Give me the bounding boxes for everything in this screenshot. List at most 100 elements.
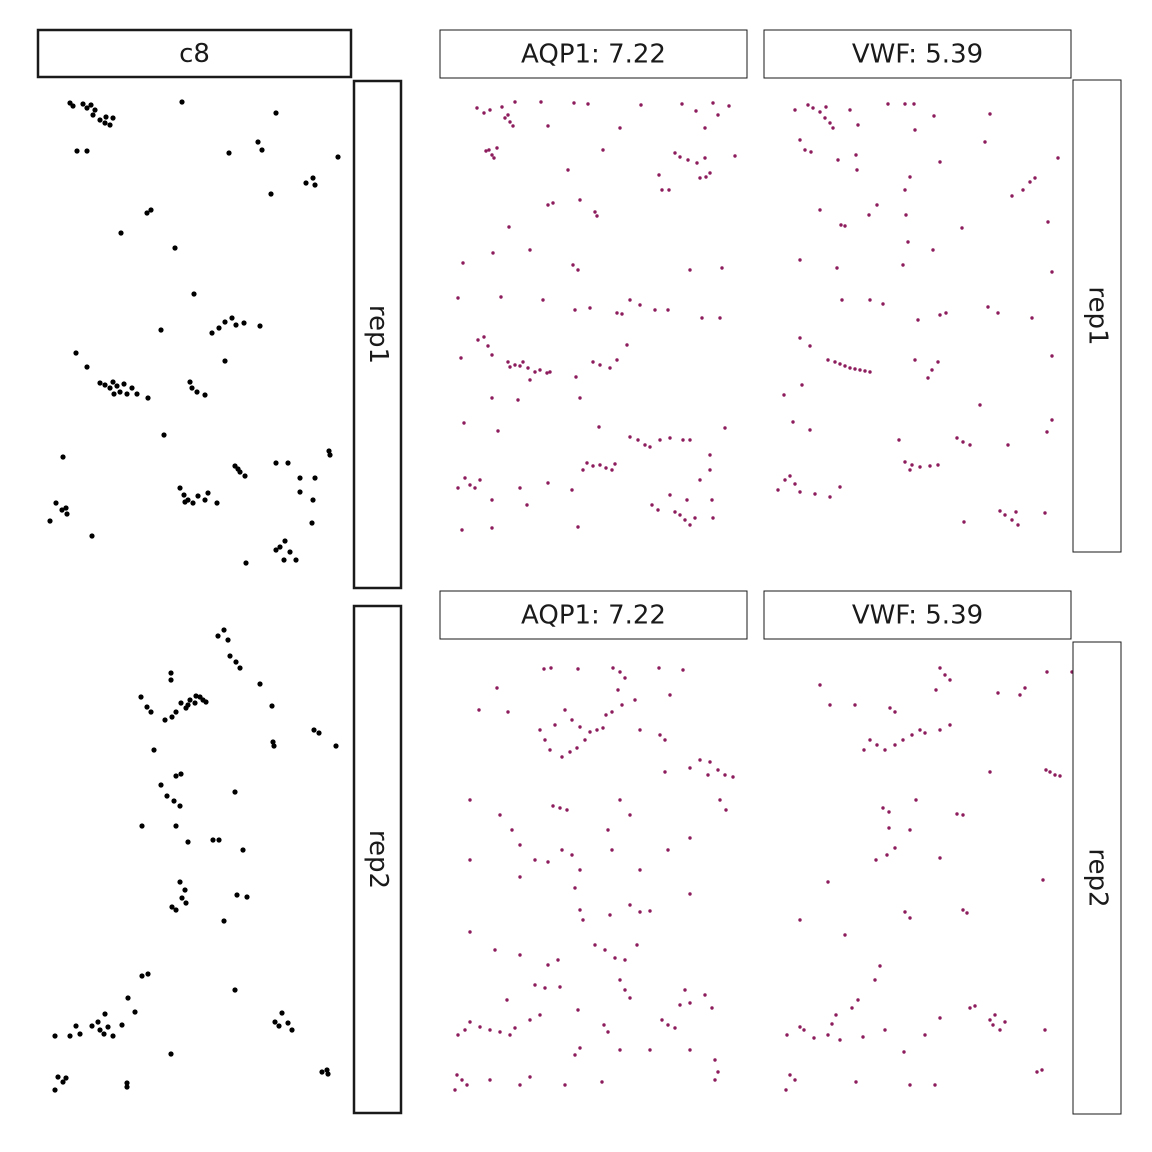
point (731, 775, 735, 779)
point (782, 393, 786, 397)
point (933, 1083, 937, 1087)
point (723, 773, 727, 777)
point (528, 378, 532, 382)
point (861, 1035, 865, 1039)
point (461, 261, 465, 265)
point (575, 746, 579, 750)
point (486, 344, 490, 348)
point (490, 526, 494, 530)
point (878, 964, 882, 968)
point (581, 468, 585, 472)
point (503, 116, 507, 120)
point (688, 268, 692, 272)
point (546, 124, 550, 128)
point (615, 358, 619, 362)
point (938, 313, 942, 317)
point (1044, 768, 1048, 772)
point (490, 498, 494, 502)
point (92, 107, 98, 113)
point (325, 1071, 331, 1077)
point (618, 126, 622, 130)
point (688, 438, 692, 442)
point (234, 892, 240, 898)
point (571, 263, 575, 267)
point (608, 366, 612, 370)
point (932, 114, 936, 118)
point (84, 148, 90, 154)
point (271, 743, 277, 749)
point (257, 681, 263, 687)
point (462, 421, 466, 425)
point (221, 918, 227, 924)
point (190, 500, 196, 506)
point (826, 1033, 830, 1037)
strip (763, 590, 1072, 640)
point (808, 344, 812, 348)
point (628, 813, 632, 817)
point (148, 207, 154, 213)
point (918, 728, 922, 732)
point (490, 353, 494, 357)
point (856, 123, 860, 127)
panel (47, 99, 341, 566)
point (593, 210, 597, 214)
point (139, 973, 145, 979)
point (638, 303, 642, 307)
point (668, 693, 672, 697)
point (525, 503, 529, 507)
point (904, 213, 908, 217)
point (179, 99, 185, 105)
point (733, 154, 737, 158)
point (893, 743, 897, 747)
point (60, 1079, 66, 1085)
point (546, 860, 550, 864)
point (1023, 686, 1027, 690)
point (802, 1028, 806, 1032)
point (473, 486, 477, 490)
point (908, 916, 912, 920)
point (960, 226, 964, 230)
point (610, 468, 614, 472)
point (868, 370, 872, 374)
point (928, 464, 932, 468)
point (169, 904, 175, 910)
point (716, 768, 720, 772)
point (595, 214, 599, 218)
point (506, 710, 510, 714)
point (499, 295, 503, 299)
point (901, 263, 905, 267)
point (711, 101, 715, 105)
point (978, 403, 982, 407)
point (913, 128, 917, 132)
strip (352, 79, 403, 590)
point (319, 1069, 325, 1075)
point (798, 258, 802, 262)
point (229, 315, 235, 321)
point (962, 520, 966, 524)
point (838, 1038, 842, 1042)
point (830, 1022, 834, 1026)
point (926, 376, 930, 380)
point (1003, 1020, 1007, 1024)
point (998, 1028, 1002, 1032)
point (856, 998, 860, 1002)
point (704, 175, 708, 179)
point (214, 500, 220, 506)
point (903, 910, 907, 914)
point (988, 770, 992, 774)
point (657, 173, 661, 177)
point (178, 700, 184, 706)
point (482, 111, 486, 115)
point (148, 709, 154, 715)
point (90, 112, 96, 118)
point (903, 460, 907, 464)
strip (352, 604, 403, 1115)
point (685, 498, 689, 502)
point (888, 706, 892, 710)
point (52, 1033, 58, 1039)
point (910, 463, 914, 467)
point (460, 1078, 464, 1082)
point (189, 385, 195, 391)
point (581, 918, 585, 922)
point (1053, 773, 1057, 777)
